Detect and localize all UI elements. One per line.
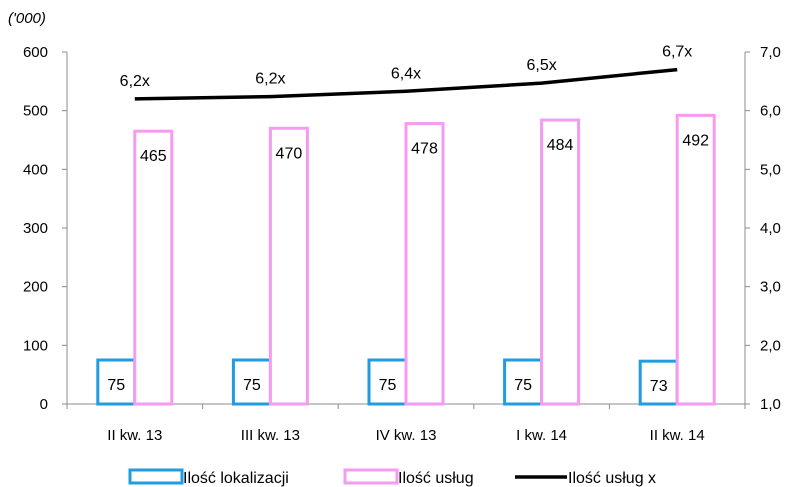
data-label-ilosc-lokalizacji: 75 <box>379 377 397 394</box>
data-label-ilosc-lokalizacji: 73 <box>650 378 668 395</box>
data-label-ilosc-lokalizacji: 75 <box>243 377 261 394</box>
data-label-ilosc-uslug: 470 <box>276 145 303 162</box>
bar-ilosc-uslug <box>268 126 309 406</box>
y-left-tick-label: 200 <box>23 279 48 296</box>
data-label-ilosc-uslug-x: 6,4x <box>391 65 421 82</box>
bar-ilosc-uslug <box>133 129 174 406</box>
bar-series-group <box>96 113 716 406</box>
y-right-tick-label: 3,0 <box>760 279 781 296</box>
x-tick-label: II kw. 13 <box>107 427 162 444</box>
bar-ilosc-lokalizacji <box>231 358 272 406</box>
legend: Ilość lokalizacji Ilość usług Ilość usług … <box>128 468 656 487</box>
bar-ilosc-lokalizacji <box>367 358 408 406</box>
y-left-tick-label: 100 <box>23 337 48 354</box>
x-tick-label: IV kw. 13 <box>376 427 437 444</box>
data-label-ilosc-uslug: 478 <box>411 141 438 158</box>
bar-ilosc-lokalizacji <box>638 359 679 406</box>
data-label-ilosc-uslug: 492 <box>682 132 709 149</box>
data-label-ilosc-uslug-x: 6,2x <box>120 73 150 90</box>
y-right-tick-label: 5,0 <box>760 161 781 178</box>
bar-ilosc-lokalizacji <box>503 358 544 406</box>
bar-ilosc-lokalizacji <box>96 358 137 406</box>
bar-ilosc-uslug <box>404 122 445 406</box>
legend-swatch <box>128 468 184 485</box>
data-label-group: 75 75 75 75 73 465 470 478 484 492 6,2x 6,2x 6,4x 6,5… <box>107 44 709 396</box>
y-left-tick-label: 300 <box>23 220 48 237</box>
y-left-tick-label: 500 <box>23 103 48 120</box>
data-label-ilosc-uslug: 484 <box>547 137 574 154</box>
legend-swatch <box>343 468 399 485</box>
line-ilosc-uslug-x <box>134 67 678 101</box>
bar-ilosc-uslug <box>675 113 716 406</box>
legend-label: Ilość usług <box>398 470 474 487</box>
y-right-tick-label: 2,0 <box>760 337 781 354</box>
data-label-ilosc-lokalizacji: 75 <box>107 377 125 394</box>
line-series-group <box>134 67 678 101</box>
unit-label: ('000) <box>8 10 46 27</box>
legend-label: Ilość usług x <box>568 470 656 487</box>
x-tick-label: I kw. 14 <box>516 427 567 444</box>
x-tick-label: II kw. 14 <box>650 427 705 444</box>
y-right-tick-label: 4,0 <box>760 220 781 237</box>
legend-label: Ilość lokalizacji <box>183 470 289 487</box>
data-label-ilosc-uslug: 465 <box>140 148 167 165</box>
y-left-tick-label: 600 <box>23 44 48 61</box>
data-label-ilosc-lokalizacji: 75 <box>514 377 532 394</box>
x-tick-label: III kw. 13 <box>241 427 300 444</box>
y-left-tick-label: 0 <box>40 396 48 413</box>
y-right-tick-label: 7,0 <box>760 44 781 61</box>
y-left-tick-label: 400 <box>23 161 48 178</box>
bar-ilosc-uslug <box>540 118 581 406</box>
data-label-ilosc-uslug-x: 6,2x <box>255 71 285 88</box>
y-right-tick-label: 1,0 <box>760 396 781 413</box>
data-label-ilosc-uslug-x: 6,7x <box>662 44 692 61</box>
y-right-tick-label: 6,0 <box>760 103 781 120</box>
data-label-ilosc-uslug-x: 6,5x <box>526 57 556 74</box>
chart-axes: 0 100 200 300 400 500 600 1,0 2,0 3,0 4,0 5,0 6,0 7,0… <box>23 44 781 444</box>
